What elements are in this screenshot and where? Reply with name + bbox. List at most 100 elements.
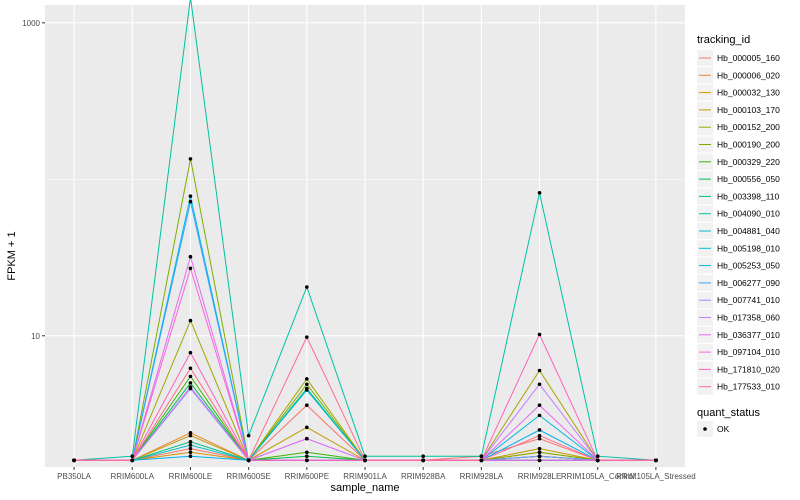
data-point	[305, 285, 309, 289]
gridlines	[45, 5, 685, 467]
legend-label: Hb_097104_010	[717, 347, 780, 357]
legend-label: Hb_003398_110	[717, 191, 780, 201]
data-point	[421, 458, 425, 463]
data-point	[305, 388, 309, 392]
data-point	[188, 381, 193, 385]
data-point	[246, 458, 251, 463]
legend-label: Hb_017358_060	[717, 313, 780, 323]
legend-label: Hb_000329_220	[717, 157, 780, 167]
point-legend-dot	[703, 427, 707, 431]
legend-label: Hb_000005_160	[717, 53, 780, 63]
data-point	[305, 403, 309, 408]
data-point	[188, 450, 193, 455]
point-legend-title: quant_status	[697, 407, 760, 419]
data-point	[130, 458, 135, 463]
legend-label: Hb_000006_020	[717, 70, 780, 80]
x-tick-label: RRIM600PE	[285, 472, 329, 481]
data-point	[305, 335, 309, 339]
data-point	[305, 454, 309, 458]
data-point	[595, 458, 600, 463]
data-point	[188, 446, 193, 451]
data-point	[188, 318, 193, 323]
x-tick-label: RRIM928LA	[460, 472, 504, 481]
data-point	[188, 440, 193, 444]
data-point	[305, 382, 309, 387]
data-point	[188, 194, 193, 198]
data-point	[188, 385, 193, 389]
x-tick-label: RRIM928LE	[518, 472, 562, 481]
legend-label: Hb_171810_020	[717, 364, 780, 374]
data-point	[188, 366, 193, 371]
data-point	[305, 425, 309, 430]
legend-label: Hb_006277_090	[717, 278, 780, 288]
data-point	[595, 454, 600, 458]
data-point	[305, 377, 309, 381]
data-point	[654, 458, 658, 463]
legend-label: Hb_000556_050	[717, 174, 780, 184]
data-point	[188, 374, 193, 379]
data-point	[537, 368, 542, 373]
data-point	[305, 450, 309, 455]
data-point	[72, 458, 76, 463]
x-tick-label: RRIM928BA	[401, 472, 446, 481]
data-point	[537, 436, 542, 441]
data-point	[246, 433, 251, 438]
x-tick-label: RRIM105LA_Stressed	[616, 472, 696, 481]
data-point	[537, 332, 542, 337]
legend-label: Hb_036377_010	[717, 330, 780, 340]
data-point	[305, 436, 309, 441]
y-tick-label: 10	[31, 332, 40, 341]
x-tick-label: RRIM600LE	[169, 472, 213, 481]
data-point	[188, 443, 193, 447]
legend-label: Hb_005198_010	[717, 243, 780, 253]
x-axis-title: sample_name	[330, 482, 399, 494]
legend-label: Hb_000103_170	[717, 105, 780, 115]
x-tick-label: PB350LA	[57, 472, 91, 481]
data-point	[537, 190, 542, 195]
x-tick-label: RRIM600SE	[226, 472, 270, 481]
y-axis-title: FPKM + 1	[6, 231, 18, 280]
legend-title: tracking_id	[697, 34, 750, 46]
data-point	[188, 157, 193, 161]
legend: tracking_id Hb_000005_160 Hb_000006_020 Hb…	[697, 34, 780, 437]
data-point	[188, 199, 193, 204]
data-point	[537, 446, 542, 451]
data-point	[421, 454, 425, 458]
data-point	[479, 454, 484, 458]
data-point	[188, 266, 193, 271]
x-axis: PB350LA RRIM600LA RRIM600LE RRIM600SE RRIM60…	[57, 467, 696, 481]
legend-label: Hb_005253_050	[717, 261, 780, 271]
data-point	[537, 458, 542, 463]
legend-label: Hb_007741_010	[717, 295, 780, 305]
data-point	[537, 433, 542, 438]
data-point	[537, 454, 542, 458]
series-points	[72, 157, 658, 463]
data-point	[537, 413, 542, 418]
data-point	[537, 450, 542, 455]
x-tick-label: RRIM600LA	[110, 472, 154, 481]
data-point	[188, 430, 193, 435]
data-point	[130, 454, 135, 458]
data-point	[188, 254, 193, 259]
legend-label: Hb_004090_010	[717, 209, 780, 219]
data-point	[537, 382, 542, 387]
data-point	[537, 403, 542, 408]
data-point	[188, 433, 193, 438]
legend-label: Hb_004881_040	[717, 226, 780, 236]
legend-label: Hb_000032_130	[717, 88, 780, 98]
data-point	[188, 454, 193, 458]
data-point	[188, 350, 193, 355]
y-axis: 10 1000	[22, 19, 45, 341]
data-point	[479, 458, 484, 463]
point-legend-label: OK	[717, 424, 730, 434]
legend-label: Hb_000152_200	[717, 122, 780, 132]
legend-label: Hb_000190_200	[717, 140, 780, 150]
data-point	[537, 428, 542, 432]
data-point	[305, 458, 309, 463]
legend-label: Hb_177533_010	[717, 382, 780, 392]
x-tick-label: RRIM901LA	[343, 472, 387, 481]
y-tick-label: 1000	[22, 19, 40, 28]
data-point	[363, 458, 367, 463]
data-point	[363, 454, 367, 458]
x-tick-label: RRIM105LA_Control	[561, 472, 635, 481]
